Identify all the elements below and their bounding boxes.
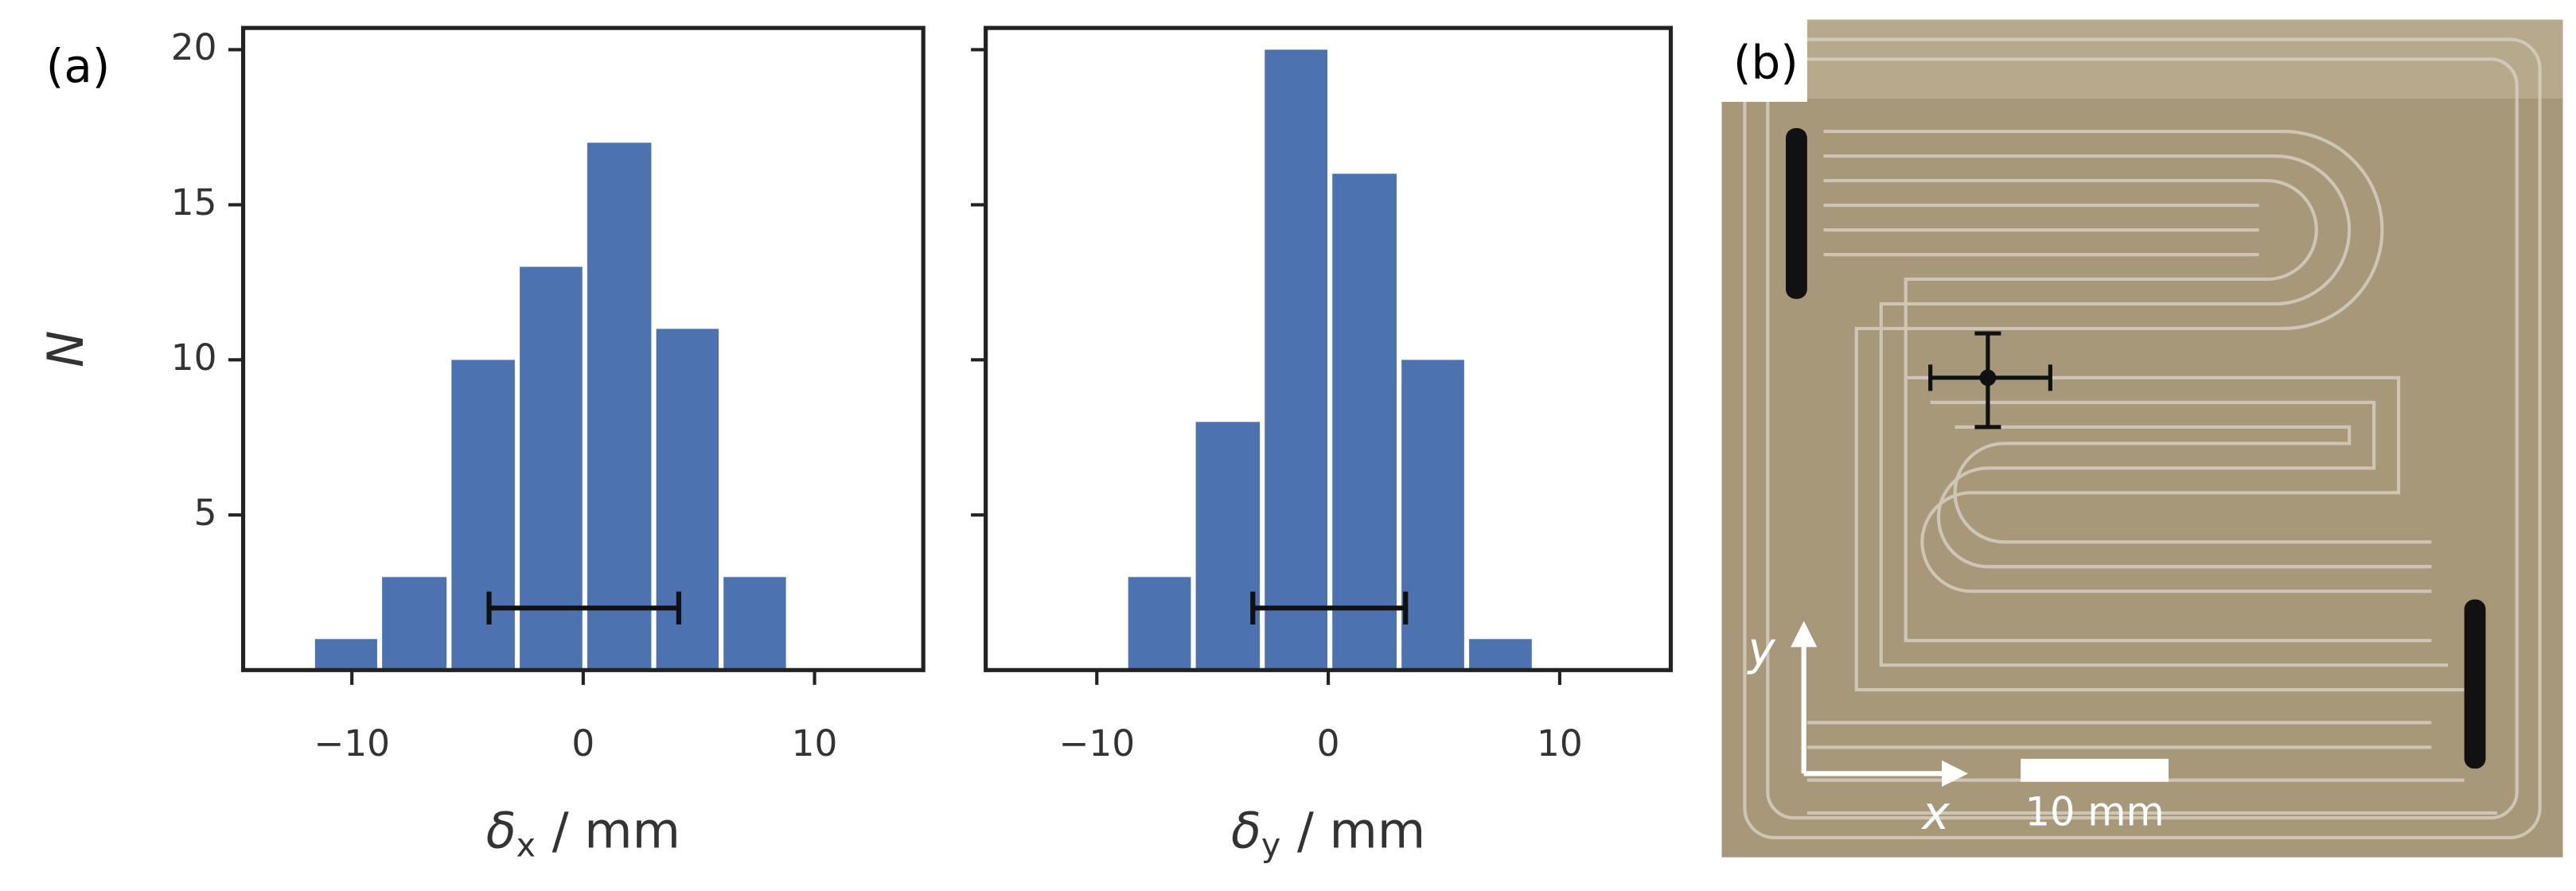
x-tick-label: 0: [1317, 722, 1340, 765]
scale-bar-label: 10 mm: [2025, 788, 2164, 835]
panel-label: (b): [1733, 36, 1799, 90]
x-axis-label: δy / mm: [1231, 803, 1425, 864]
bar: [1265, 49, 1328, 671]
y-tick-label: 15: [171, 181, 217, 224]
x-tick-label: 10: [792, 722, 838, 765]
y-tick-label: 20: [171, 26, 217, 68]
bar: [520, 267, 583, 671]
x-tick-label: 0: [571, 722, 594, 765]
x-tick-label: 10: [1537, 722, 1583, 765]
bar: [1128, 577, 1191, 671]
bar: [723, 577, 786, 671]
x-axis-label: δx / mm: [486, 803, 680, 864]
bar: [656, 329, 719, 671]
x-axis-label-subscript: y: [1261, 826, 1280, 864]
error-bar: [1250, 591, 1409, 624]
plot-frame: [984, 25, 1674, 672]
x-axis-label-unit: / mm: [552, 803, 680, 860]
photo: [1721, 19, 2563, 858]
bar: [1401, 360, 1464, 671]
bar: [382, 577, 447, 671]
y-tick-label: 5: [194, 492, 217, 534]
bar: [451, 360, 515, 671]
photo-corner: [1721, 19, 1807, 103]
y-axis-label: N: [37, 331, 95, 368]
bar: [1195, 422, 1261, 671]
bar: [314, 639, 377, 671]
panel-label: (a): [46, 39, 111, 93]
x-axis-label-symbol: δ: [1231, 803, 1261, 860]
x-axis-label-unit: / mm: [1297, 803, 1425, 860]
error-bar: [486, 591, 682, 624]
x-axis-label-symbol: δ: [486, 803, 516, 860]
x-tick-label: −10: [1058, 722, 1135, 765]
plot-frame: [240, 25, 926, 672]
x-axis-label-subscript: x: [516, 826, 536, 864]
bar: [1332, 173, 1397, 671]
x-tick-label: −10: [314, 722, 390, 765]
y-tick-label: 10: [171, 337, 217, 379]
photo-axis-label: y: [1747, 622, 1776, 676]
photo-axis-label: x: [1920, 786, 1950, 840]
bar: [587, 142, 652, 671]
bar: [1469, 639, 1532, 671]
